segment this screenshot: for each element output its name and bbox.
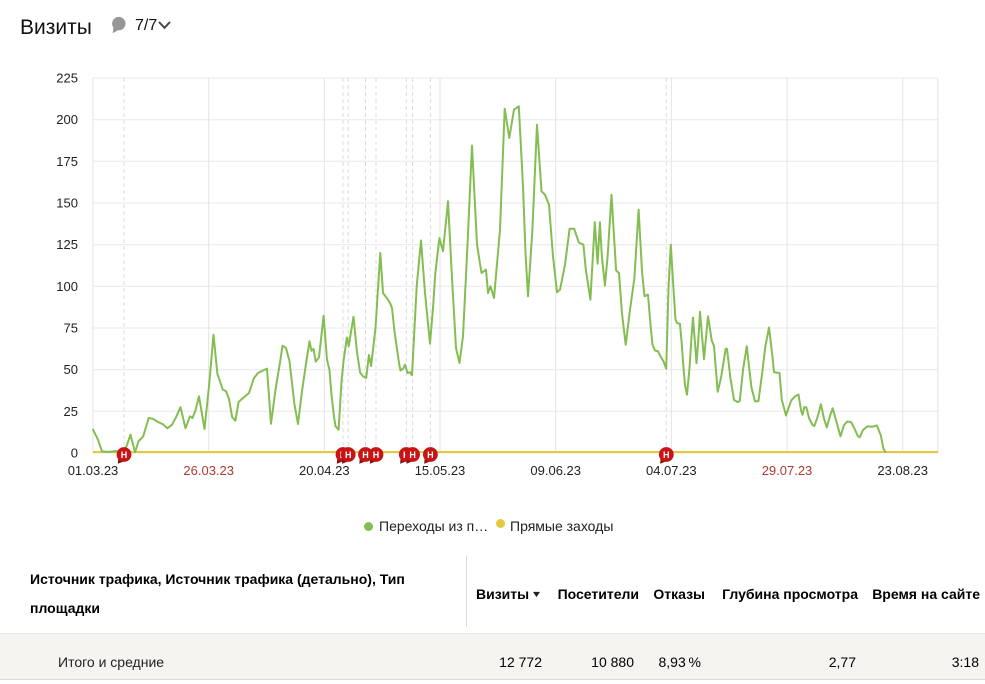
svg-text:Н: Н [345,450,352,460]
svg-text:Н: Н [373,450,380,460]
svg-text:15.05.23: 15.05.23 [415,463,466,478]
svg-text:Н: Н [121,450,128,460]
svg-text:26.03.23: 26.03.23 [183,463,234,478]
svg-text:Н: Н [362,450,369,460]
svg-text:04.07.23: 04.07.23 [646,463,697,478]
svg-text:200: 200 [56,112,78,127]
svg-text:23.08.23: 23.08.23 [877,463,928,478]
svg-text:Н: Н [427,450,434,460]
svg-text:29.07.23: 29.07.23 [762,463,813,478]
svg-text:01.03.23: 01.03.23 [68,463,119,478]
svg-text:100: 100 [56,279,78,294]
svg-text:175: 175 [56,154,78,169]
svg-text:225: 225 [56,71,78,86]
svg-text:09.06.23: 09.06.23 [530,463,581,478]
svg-text:125: 125 [56,237,78,252]
svg-text:20.04.23: 20.04.23 [299,463,350,478]
svg-text:75: 75 [64,321,78,336]
svg-text:25: 25 [64,404,78,419]
svg-text:Н: Н [663,450,670,460]
svg-text:0: 0 [71,446,78,461]
svg-text:Н: Н [409,450,416,460]
svg-text:150: 150 [56,196,78,211]
svg-text:50: 50 [64,362,78,377]
